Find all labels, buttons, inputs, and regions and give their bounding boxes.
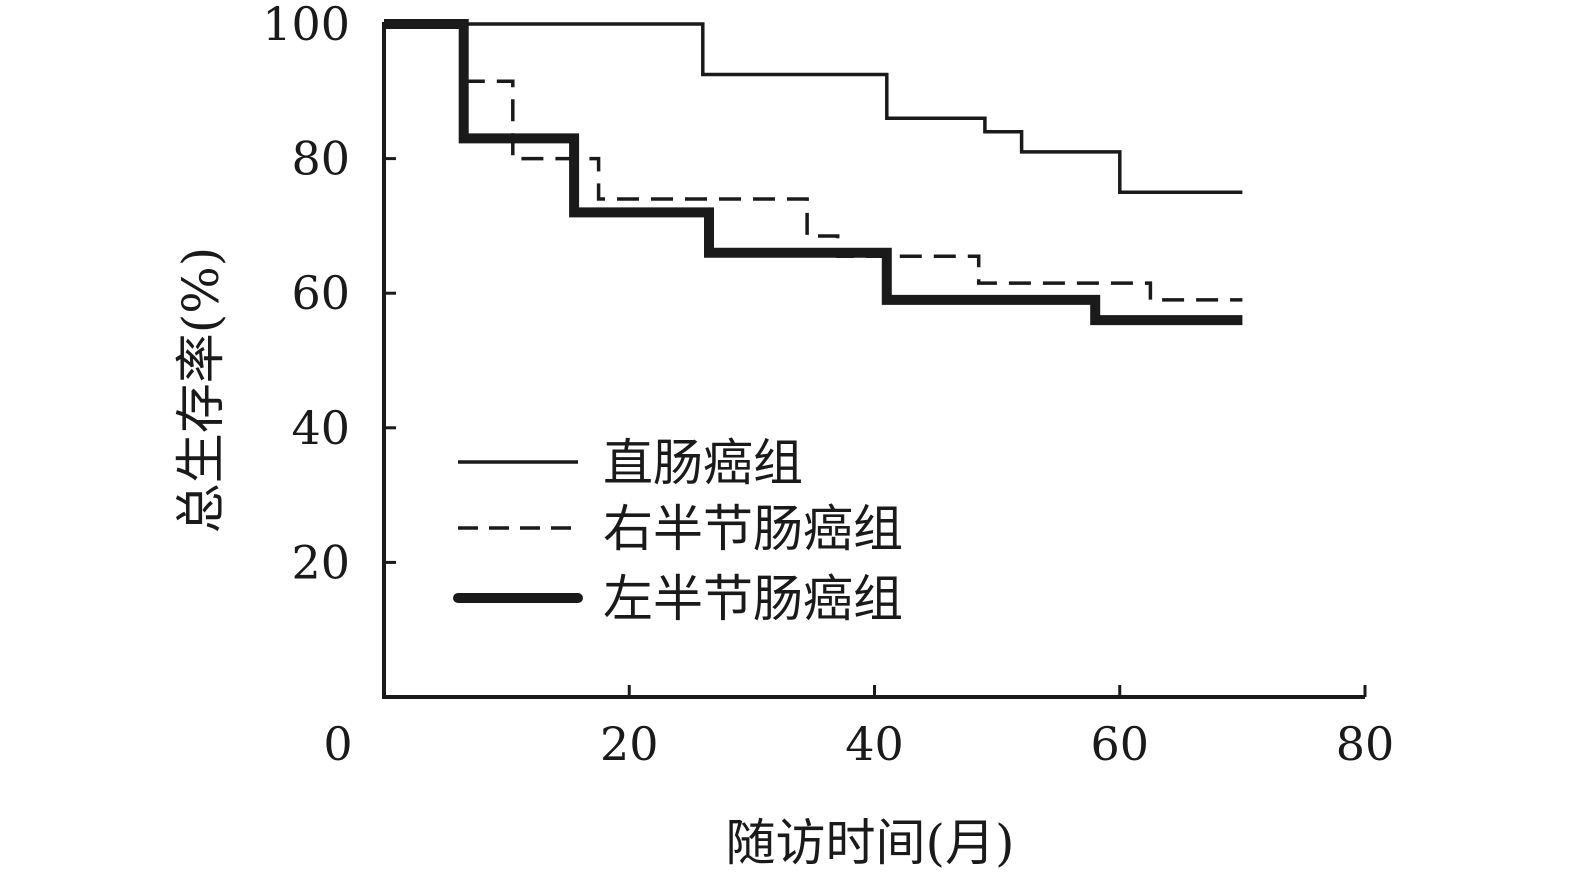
series-layer bbox=[384, 19, 1243, 326]
x-tick-label: 40 bbox=[845, 717, 904, 771]
y-tick-label: 40 bbox=[291, 401, 350, 455]
legend-label-1: 直肠癌组 bbox=[603, 434, 803, 492]
legend-label-3: 左半节肠癌组 bbox=[603, 570, 903, 628]
x-tick-label: 20 bbox=[600, 717, 659, 771]
legend-label-2: 右半节肠癌组 bbox=[603, 500, 903, 558]
axis-labels: 随访时间(月) 总生存率(%) bbox=[172, 247, 1015, 872]
y-tick-label: 60 bbox=[291, 266, 350, 320]
x-axis-title: 随访时间(月) bbox=[725, 814, 1014, 872]
axes: 0 20 40 60 80 20 40 60 80 100 bbox=[262, 0, 1394, 771]
y-tick-label: 20 bbox=[291, 535, 350, 589]
series-line-2 bbox=[384, 22, 1243, 302]
x-tick-label: 0 bbox=[323, 717, 352, 771]
y-axis-title: 总生存率(%) bbox=[172, 247, 230, 534]
y-tick-label: 80 bbox=[291, 132, 350, 186]
y-tick-label: 100 bbox=[262, 0, 350, 51]
x-tick-label: 60 bbox=[1090, 717, 1149, 771]
series-line-3 bbox=[384, 19, 1243, 326]
series-line-1 bbox=[384, 22, 1243, 195]
x-tick-label: 80 bbox=[1336, 717, 1395, 771]
